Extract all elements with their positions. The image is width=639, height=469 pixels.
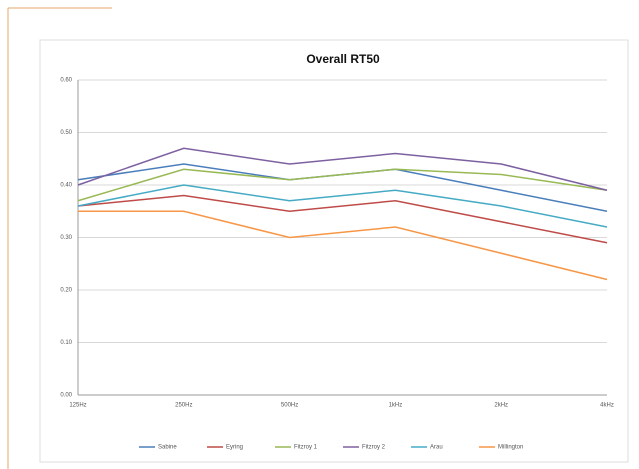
x-tick-label: 125Hz — [69, 403, 86, 409]
y-tick-label: 0.50 — [60, 130, 72, 136]
chart-border — [39, 39, 629, 463]
y-tick-label: 0.30 — [60, 235, 72, 241]
series-line — [77, 168, 608, 202]
series-line — [77, 147, 608, 191]
legend-label: Fitzroy 1 — [294, 445, 318, 451]
series-line — [77, 184, 608, 228]
y-tick-label: 0.00 — [60, 393, 72, 399]
legend-label: Sabine — [158, 445, 177, 451]
x-tick-label: 500Hz — [281, 403, 298, 409]
y-tick-label: 0.20 — [60, 288, 72, 294]
y-tick-label: 0.10 — [60, 340, 72, 346]
x-tick-label: 4kHz — [600, 403, 614, 409]
chart-title: Overall RT50 — [306, 52, 380, 66]
legend-label: Arau — [430, 445, 443, 451]
legend-label: Fitzroy 2 — [362, 445, 386, 451]
legend-label: Eyring — [226, 445, 243, 451]
x-tick-label: 2kHz — [494, 403, 508, 409]
y-tick-label: 0.40 — [60, 183, 72, 189]
legend-label: Millington — [498, 445, 523, 451]
series-line — [78, 210, 608, 281]
x-tick-label: 250Hz — [175, 403, 192, 409]
x-tick-label: 1kHz — [389, 403, 403, 409]
y-tick-label: 0.60 — [60, 78, 72, 84]
series-line — [77, 194, 608, 244]
